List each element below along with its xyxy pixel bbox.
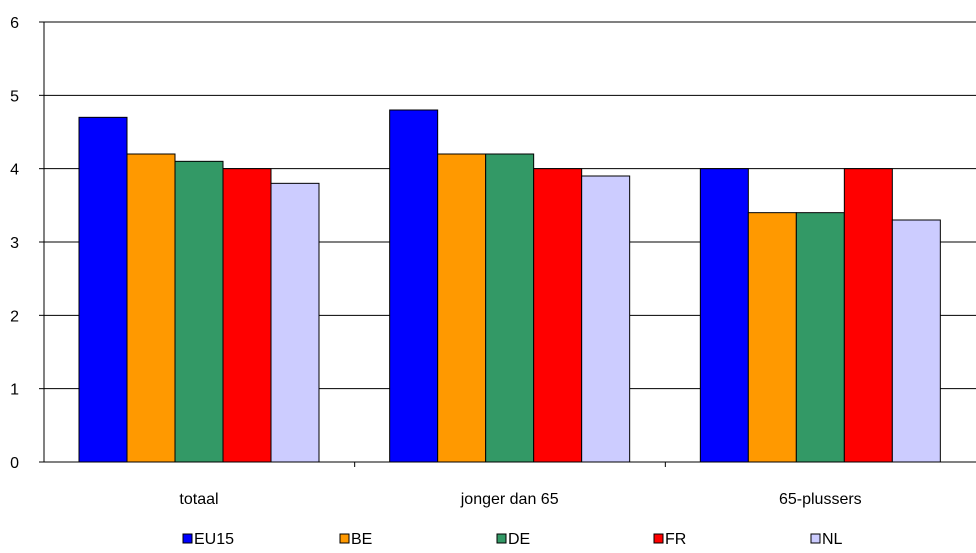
legend-swatch-eu15 bbox=[182, 533, 193, 544]
x-category-label: jonger dan 65 bbox=[460, 491, 559, 508]
bar-nl-2 bbox=[891, 219, 941, 463]
y-tick-label: 6 bbox=[10, 15, 19, 32]
y-tick-label: 1 bbox=[10, 382, 19, 399]
legend-swatch-fr bbox=[653, 533, 664, 544]
legend-label-fr: FR bbox=[665, 531, 686, 548]
legend-swatch-nl bbox=[810, 533, 821, 544]
bar-nl-0 bbox=[270, 182, 320, 463]
legend-label-be: BE bbox=[351, 531, 372, 548]
bar-de-1 bbox=[485, 153, 535, 463]
bar-fr-2 bbox=[843, 168, 893, 463]
bar-nl-1 bbox=[581, 175, 631, 463]
legend-swatch-be bbox=[339, 533, 350, 544]
legend-label-eu15: EU15 bbox=[194, 531, 234, 548]
bar-eu15-0 bbox=[78, 116, 128, 463]
bar-be-0 bbox=[126, 153, 176, 463]
x-category-label: 65-plussers bbox=[779, 491, 862, 508]
y-tick-label: 5 bbox=[10, 88, 19, 105]
bar-be-1 bbox=[437, 153, 487, 463]
legend-label-de: DE bbox=[508, 531, 530, 548]
x-category-labels: totaal jonger dan 65 65-plussers bbox=[179, 491, 861, 508]
bar-eu15-1 bbox=[389, 109, 439, 463]
legend: EU15 BE DE FR NL bbox=[182, 531, 843, 548]
bar-fr-1 bbox=[533, 168, 583, 463]
bar-de-0 bbox=[174, 160, 224, 463]
y-tick-labels: 0 1 2 3 4 5 6 bbox=[10, 15, 19, 472]
y-tick-label: 2 bbox=[10, 308, 19, 325]
bar-de-2 bbox=[795, 212, 845, 463]
axes bbox=[39, 21, 976, 467]
bar-fr-0 bbox=[222, 168, 272, 463]
legend-label-nl: NL bbox=[822, 531, 843, 548]
y-tick-label: 0 bbox=[10, 455, 19, 472]
bar-eu15-2 bbox=[699, 168, 749, 463]
y-tick-label: 4 bbox=[10, 162, 19, 179]
x-category-label: totaal bbox=[179, 491, 218, 508]
bars bbox=[78, 109, 941, 463]
y-tick-label: 3 bbox=[10, 235, 19, 252]
bar-be-2 bbox=[747, 212, 797, 463]
legend-swatch-de bbox=[496, 533, 507, 544]
